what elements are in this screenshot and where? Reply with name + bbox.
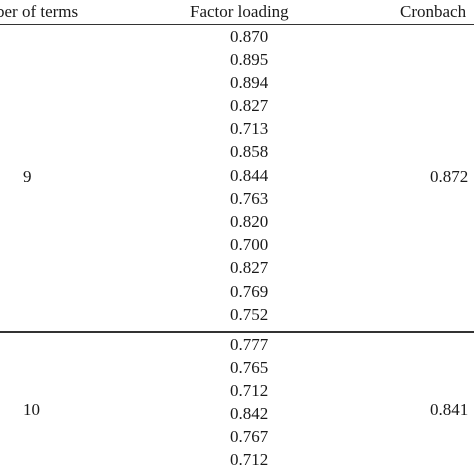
factor-loading-cell: 0.713 xyxy=(230,119,269,138)
group-terms-count: 9 xyxy=(23,167,32,186)
factor-loading-cell: 0.827 xyxy=(230,258,269,277)
header-number-of-terms: ber of terms xyxy=(0,2,79,21)
factor-loading-cell: 0.752 xyxy=(230,305,269,324)
factor-loading-cell: 0.844 xyxy=(230,166,269,185)
factor-loading-cell: 0.777 xyxy=(230,335,269,354)
header-factor-loading: Factor loading xyxy=(190,2,289,21)
group-terms-count: 10 xyxy=(23,400,40,419)
factor-loading-cell: 0.894 xyxy=(230,73,269,92)
factor-loading-cell: 0.712 xyxy=(230,381,269,400)
factor-loading-cell: 0.769 xyxy=(230,282,269,301)
factor-loading-cell: 0.870 xyxy=(230,27,269,46)
factor-loading-cell: 0.858 xyxy=(230,142,269,161)
factor-loading-cell: 0.763 xyxy=(230,189,269,208)
header-cronbach-alpha: Cronbach xyxy=(400,2,467,21)
factor-loading-cell: 0.895 xyxy=(230,50,269,69)
group-cronbach-value: 0.841 xyxy=(430,400,469,419)
factor-loading-cell: 0.712 xyxy=(230,450,269,469)
factor-loading-cell: 0.765 xyxy=(230,358,269,377)
factor-loading-cell: 0.700 xyxy=(230,235,269,254)
factor-loading-cell: 0.827 xyxy=(230,96,269,115)
group-divider xyxy=(0,331,474,333)
factor-loading-cell: 0.842 xyxy=(230,404,269,423)
factor-loading-cell: 0.767 xyxy=(230,427,269,446)
group-cronbach-value: 0.872 xyxy=(430,167,469,186)
header-divider xyxy=(0,24,474,25)
factor-loading-cell: 0.820 xyxy=(230,212,269,231)
